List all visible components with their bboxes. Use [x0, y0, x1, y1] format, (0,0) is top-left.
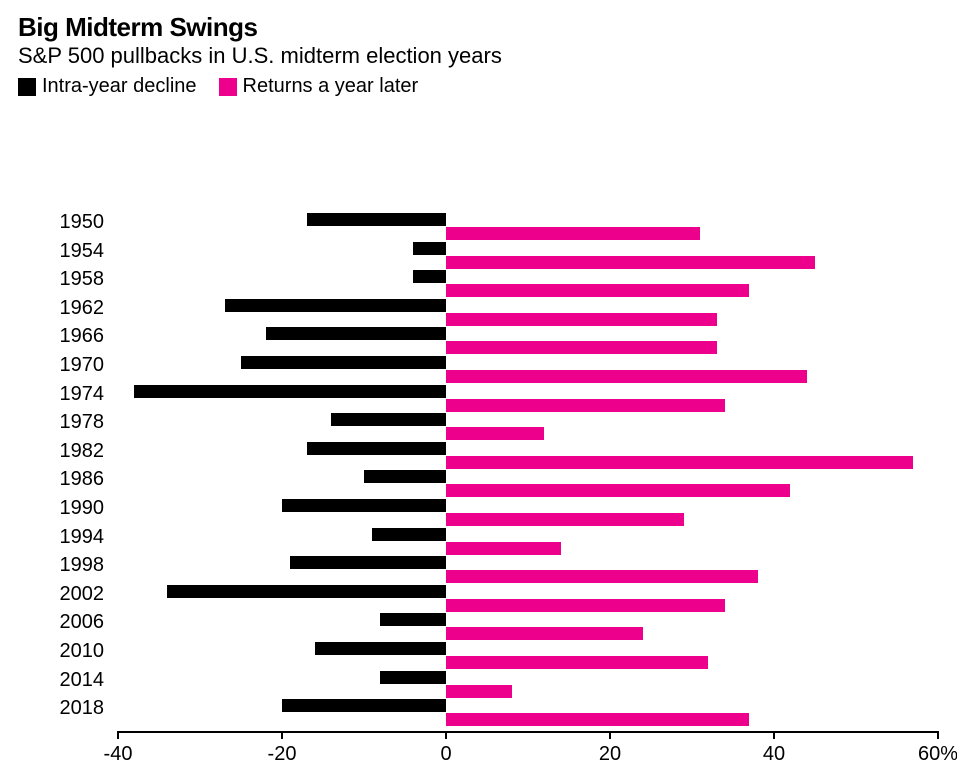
bar-returns	[446, 370, 807, 383]
y-axis-label: 1982	[18, 440, 104, 463]
chart-container: Big Midterm Swings S&P 500 pullbacks in …	[0, 0, 957, 682]
bar-returns	[446, 656, 708, 669]
bar-returns	[446, 313, 717, 326]
y-axis-label: 1994	[18, 526, 104, 549]
y-axis-label: 1970	[18, 354, 104, 377]
legend-item-returns: Returns a year later	[219, 75, 419, 98]
bar-decline	[241, 356, 446, 369]
y-axis-label: 1954	[18, 240, 104, 263]
bar-decline	[413, 270, 446, 283]
bar-returns	[446, 427, 544, 440]
bar-returns	[446, 713, 749, 726]
x-axis-tick	[773, 731, 775, 739]
bar-returns	[446, 570, 758, 583]
legend: Intra-year decline Returns a year later	[18, 75, 939, 98]
x-axis-tick	[937, 731, 939, 739]
bar-decline	[315, 642, 446, 655]
y-axis-label: 1958	[18, 268, 104, 291]
bar-returns	[446, 599, 725, 612]
y-axis-label: 1990	[18, 497, 104, 520]
x-axis-line	[118, 731, 938, 733]
bar-decline	[134, 385, 446, 398]
bar-returns	[446, 542, 561, 555]
bar-decline	[307, 213, 446, 226]
bar-decline	[290, 556, 446, 569]
x-axis-tick	[281, 731, 283, 739]
y-axis-label: 1998	[18, 554, 104, 577]
y-axis-label: 1986	[18, 468, 104, 491]
bar-decline	[380, 613, 446, 626]
legend-item-decline: Intra-year decline	[18, 75, 197, 98]
bar-returns	[446, 456, 913, 469]
bar-decline	[282, 699, 446, 712]
bar-returns	[446, 627, 643, 640]
y-axis-label: 2014	[18, 669, 104, 692]
y-axis-label: 1978	[18, 411, 104, 434]
bar-decline	[282, 499, 446, 512]
y-axis-label: 2018	[18, 697, 104, 720]
bar-returns	[446, 513, 684, 526]
x-axis-tick-label: 0	[440, 743, 451, 766]
bar-decline	[225, 299, 446, 312]
y-axis-label: 1962	[18, 297, 104, 320]
bar-decline	[307, 442, 446, 455]
x-axis-tick	[445, 731, 447, 739]
bar-returns	[446, 227, 700, 240]
bar-decline	[167, 585, 446, 598]
bar-returns	[446, 399, 725, 412]
y-axis-label: 1966	[18, 325, 104, 348]
bar-decline	[413, 242, 446, 255]
legend-swatch-returns	[219, 78, 237, 96]
y-axis-label: 1950	[18, 211, 104, 234]
legend-label-decline: Intra-year decline	[42, 75, 197, 98]
bar-returns	[446, 256, 815, 269]
chart-title: Big Midterm Swings	[18, 12, 939, 43]
legend-swatch-decline	[18, 78, 36, 96]
y-axis-label: 1974	[18, 383, 104, 406]
x-axis-tick-label: 40	[763, 743, 785, 766]
bar-decline	[331, 413, 446, 426]
bar-decline	[364, 470, 446, 483]
bar-returns	[446, 484, 790, 497]
bar-returns	[446, 341, 717, 354]
y-axis-label: 2006	[18, 611, 104, 634]
y-axis-label: 2010	[18, 640, 104, 663]
x-axis-tick-label: -20	[268, 743, 297, 766]
y-axis-label: 2002	[18, 583, 104, 606]
x-axis-tick-label: 20	[599, 743, 621, 766]
bar-decline	[372, 528, 446, 541]
x-axis-tick-label: 60%	[918, 743, 957, 766]
bar-decline	[266, 327, 446, 340]
x-axis-tick-label: -40	[104, 743, 133, 766]
chart-subtitle: S&P 500 pullbacks in U.S. midterm electi…	[18, 43, 939, 69]
x-axis-tick	[609, 731, 611, 739]
bar-returns	[446, 284, 749, 297]
x-axis-tick	[117, 731, 119, 739]
legend-label-returns: Returns a year later	[243, 75, 419, 98]
bar-returns	[446, 685, 512, 698]
